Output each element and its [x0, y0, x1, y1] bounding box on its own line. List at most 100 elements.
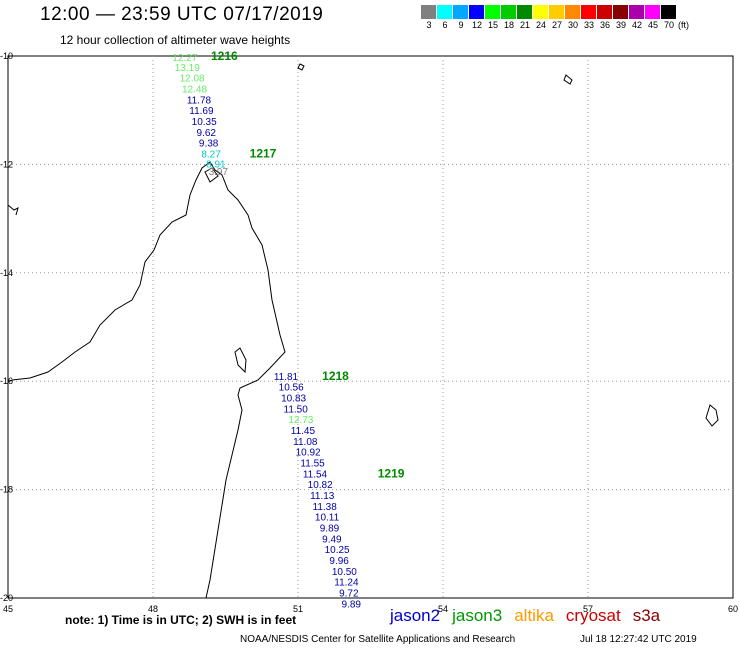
legend-swatch: [549, 5, 565, 19]
swh-observations: 12.2713.1912.0812.4811.7811.6910.359.629…: [172, 53, 361, 610]
lon-tick-label: 51: [293, 604, 303, 614]
swh-value: 10.11: [315, 513, 340, 524]
lon-tick-label: 45: [3, 604, 13, 614]
legend-swatch: [645, 5, 661, 19]
legend-label: 39: [615, 20, 626, 30]
swh-value: 11.54: [303, 469, 328, 480]
swh-value: 9.49: [322, 534, 342, 545]
legend-label: 9: [458, 20, 464, 30]
legend-swatch: [581, 5, 597, 19]
swh-value: 10.82: [308, 480, 333, 491]
satellite-s3a: s3a: [632, 606, 661, 625]
swh-value: 11.08: [293, 437, 318, 448]
small-island-east: [563, 74, 573, 85]
lon-tick-label: 48: [148, 604, 158, 614]
nosy-be-island: [204, 167, 219, 183]
legend-label: 33: [583, 20, 594, 30]
swh-value: 11.81: [274, 372, 299, 383]
small-island-north: [297, 63, 305, 71]
legend-swatch: [485, 5, 501, 19]
legend-swatch: [661, 5, 677, 19]
legend-swatch: [469, 5, 485, 19]
legend-swatches: [421, 5, 689, 19]
swh-value: 3.97: [209, 167, 229, 178]
legend-label: 27: [551, 20, 562, 30]
swh-value: 10.92: [296, 448, 321, 459]
swh-value: 11.45: [291, 426, 316, 437]
legend-swatch: [533, 5, 549, 19]
axis-labels: 45 48 51 54 57 60 -10 -12 -14 -16 -18 -20: [0, 51, 738, 614]
satellite-cryosat: cryosat: [565, 606, 621, 625]
pass-number-label: 1217: [250, 147, 277, 161]
legend-label: 24: [535, 20, 546, 30]
lat-tick-label: -20: [0, 593, 13, 603]
west-coast-fragment: [7, 204, 19, 216]
legend-label: 6: [442, 20, 448, 30]
pass-number-label: 1216: [211, 49, 238, 63]
lat-tick-label: -14: [0, 268, 13, 278]
lon-tick-label: 54: [438, 604, 448, 614]
lon-tick-label: 57: [583, 604, 593, 614]
page-title: 12:00 — 23:59 UTC 07/17/2019: [40, 4, 324, 25]
mauritius-island: [705, 404, 719, 427]
swh-value: 9.89: [320, 524, 340, 535]
lat-tick-label: -10: [0, 51, 13, 61]
credit-text: NOAA/NESDIS Center for Satellite Applica…: [240, 634, 516, 645]
lat-tick-label: -12: [0, 159, 13, 169]
satellite-jason2: jason2: [390, 606, 441, 625]
legend-label: 45: [647, 20, 658, 30]
legend-label: 70: [663, 20, 674, 30]
satellite-jason3: jason3: [452, 606, 503, 625]
legend-label: 36: [599, 20, 610, 30]
swh-value: 11.78: [187, 95, 212, 106]
ile-sainte-marie: [234, 347, 247, 374]
legend-label: 18: [503, 20, 514, 30]
pass-number-label: 1219: [378, 466, 405, 480]
map-frame: [7, 55, 734, 599]
swh-value: 9.38: [199, 139, 219, 150]
legend-swatch: [629, 5, 645, 19]
satellite-legend: jason2 jason3 altika cryosat s3a: [390, 606, 672, 626]
legend-swatch: [453, 5, 469, 19]
swh-value: 9.96: [329, 556, 349, 567]
page-subtitle: 12 hour collection of altimeter wave hei…: [60, 33, 291, 47]
color-legend: 3 6 9 12 15 18 21 24 27 30 33 36 39 42 45 70 (ft): [421, 5, 689, 30]
madagascar-coastline: [7, 161, 286, 599]
legend-swatch: [517, 5, 533, 19]
lat-tick-label: -18: [0, 485, 13, 495]
legend-label: 42: [631, 20, 642, 30]
swh-value: 10.25: [325, 545, 350, 556]
lat-tick-label: -16: [0, 376, 13, 386]
legend-label: 21: [519, 20, 530, 30]
swh-value: 12.27: [172, 53, 197, 64]
swh-value: 11.50: [284, 404, 309, 415]
legend-swatch: [437, 5, 453, 19]
legend-swatch: [597, 5, 613, 19]
swh-value: 10.56: [279, 383, 304, 394]
swh-value: 12.08: [180, 74, 205, 85]
legend-swatch: [421, 5, 437, 19]
pass-labels: 1216 1217 1218 1219: [211, 49, 405, 480]
legend-label: 12: [471, 20, 482, 30]
lon-tick-label: 60: [728, 604, 738, 614]
legend-swatch: [565, 5, 581, 19]
pass-number-label: 1218: [322, 369, 349, 383]
swh-value: 8.27: [201, 150, 221, 161]
swh-value: 11.24: [334, 578, 359, 589]
map-grid: [8, 56, 733, 598]
swh-value: 11.69: [189, 106, 214, 117]
swh-value: 12.73: [288, 415, 313, 426]
swh-value: 9.72: [339, 589, 359, 600]
swh-value: 11.13: [310, 491, 335, 502]
swh-value: 11.55: [300, 459, 325, 470]
units-note: note: 1) Time is in UTC; 2) SWH is in fe…: [65, 613, 297, 627]
legend-unit: (ft): [678, 20, 689, 30]
swh-value: 8.91: [206, 159, 226, 170]
swh-value: 10.35: [192, 117, 217, 128]
swh-value: 9.62: [197, 128, 217, 139]
legend-label: 30: [567, 20, 578, 30]
legend-labels: 3 6 9 12 15 18 21 24 27 30 33 36 39 42 45 70 (ft): [421, 20, 689, 30]
legend-label: 3: [426, 20, 432, 30]
swh-value: 13.19: [175, 63, 200, 74]
